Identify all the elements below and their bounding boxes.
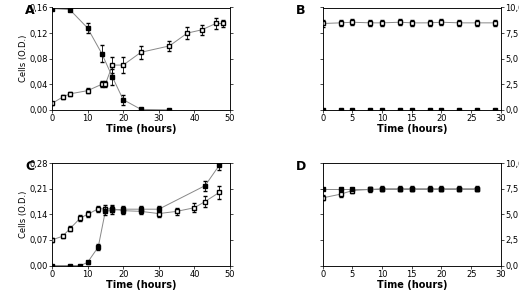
X-axis label: Time (hours): Time (hours) bbox=[106, 124, 176, 134]
X-axis label: Time (hours): Time (hours) bbox=[376, 280, 447, 290]
Text: C: C bbox=[25, 160, 34, 173]
Y-axis label: Cells (O.D.): Cells (O.D.) bbox=[19, 35, 28, 82]
Text: A: A bbox=[25, 4, 35, 17]
X-axis label: Time (hours): Time (hours) bbox=[376, 124, 447, 134]
X-axis label: Time (hours): Time (hours) bbox=[106, 280, 176, 290]
Y-axis label: Cells (O.D.): Cells (O.D.) bbox=[19, 190, 28, 238]
Text: B: B bbox=[296, 4, 306, 17]
Text: D: D bbox=[296, 160, 306, 173]
